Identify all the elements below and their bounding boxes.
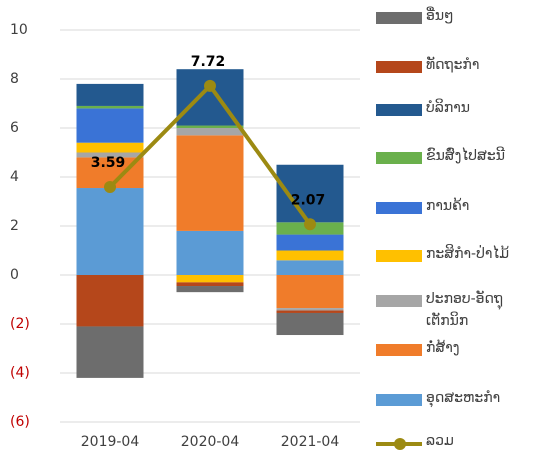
- bar-segment: [176, 128, 244, 136]
- bar-segment: [276, 310, 344, 313]
- legend-item: ອື່ນໆ: [376, 8, 538, 27]
- x-tick-label: 2019-04: [81, 434, 140, 450]
- legend-swatch: [376, 295, 422, 307]
- bar-segment: [76, 275, 144, 327]
- bar-segment: [276, 312, 344, 336]
- bar-segment: [276, 234, 344, 251]
- y-tick-label: 0: [10, 267, 19, 283]
- legend-swatch: [376, 152, 422, 164]
- legend-item: ການຄ້າ: [376, 198, 538, 217]
- bar-segment: [76, 326, 144, 378]
- legend-marker: [394, 438, 406, 450]
- bar-segment: [76, 108, 144, 143]
- legend-item: ລວມ: [376, 433, 538, 452]
- bar-segment: [176, 125, 244, 128]
- y-tick-label: 2: [10, 218, 19, 234]
- legend-label: ທັດຖະກຳ: [426, 57, 480, 73]
- legend-label: ການຄ້າ: [426, 198, 470, 214]
- legend-swatch: [376, 202, 422, 214]
- legend-item: ຂົນສົ່ງໄປສະນີ: [376, 148, 538, 167]
- legend-item: ບໍລິການ: [376, 100, 538, 119]
- legend-swatch: [376, 104, 422, 116]
- y-tick-label: 8: [10, 71, 19, 87]
- y-tick-label: 10: [10, 22, 28, 38]
- legend-item: ປະກອບ-ອັດຖຸ ເຕັກນິກ: [376, 291, 538, 332]
- legend-label: ກະສິກຳ-ປ່າໄມ້: [426, 246, 510, 262]
- y-tick-label: (4): [10, 365, 30, 381]
- bar-segment: [76, 152, 144, 158]
- y-tick-label: 6: [10, 120, 19, 136]
- bar-segment: [76, 83, 144, 106]
- line-marker: [304, 218, 316, 231]
- y-tick-label: (6): [10, 414, 30, 430]
- legend-swatch: [376, 438, 422, 450]
- bar-segment: [76, 105, 144, 109]
- legend-swatch: [376, 250, 422, 262]
- legend-label: ອື່ນໆ: [426, 8, 454, 24]
- bar-segment: [276, 275, 344, 309]
- bar-segment: [76, 188, 144, 275]
- bar-segment: [176, 230, 244, 275]
- legend-item: ອຸດສະຫະກຳ: [376, 390, 538, 409]
- y-tick-label: 4: [10, 169, 19, 185]
- bar-segment: [176, 275, 244, 283]
- bar-segment: [176, 286, 244, 293]
- y-tick-label: (2): [10, 316, 30, 332]
- bar-segment: [176, 135, 244, 231]
- data-label: 7.72: [191, 54, 226, 70]
- legend-item: ກໍ່ສ້າງ: [376, 340, 538, 359]
- legend-swatch: [376, 344, 422, 356]
- data-label: 3.59: [91, 155, 126, 171]
- legend-label: ບໍລິການ: [426, 100, 470, 116]
- legend-label: ຂົນສົ່ງໄປສະນີ: [426, 148, 505, 164]
- x-tick-label: 2020-04: [181, 434, 240, 450]
- line-marker: [204, 79, 216, 92]
- legend-item: ທັດຖະກຳ: [376, 57, 538, 76]
- bar-segment: [276, 260, 344, 275]
- line-marker: [104, 181, 116, 194]
- bar-segment: [76, 142, 144, 153]
- legend-label: ກໍ່ສ້າງ: [426, 340, 460, 356]
- bar-segment: [176, 282, 244, 287]
- legend-label: ອຸດສະຫະກຳ: [426, 390, 501, 406]
- bar-segment: [276, 308, 344, 311]
- legend-item: ກະສິກຳ-ປ່າໄມ້: [376, 246, 538, 265]
- legend-label: ລວມ: [426, 433, 454, 449]
- legend-swatch: [376, 61, 422, 73]
- legend-label: ປະກອບ-ອັດຖຸ ເຕັກນິກ: [426, 291, 503, 329]
- x-tick-label: 2021-04: [281, 434, 340, 450]
- bar-segment: [276, 250, 344, 261]
- legend-swatch: [376, 394, 422, 406]
- legend-swatch: [376, 12, 422, 24]
- data-label: 2.07: [291, 192, 326, 208]
